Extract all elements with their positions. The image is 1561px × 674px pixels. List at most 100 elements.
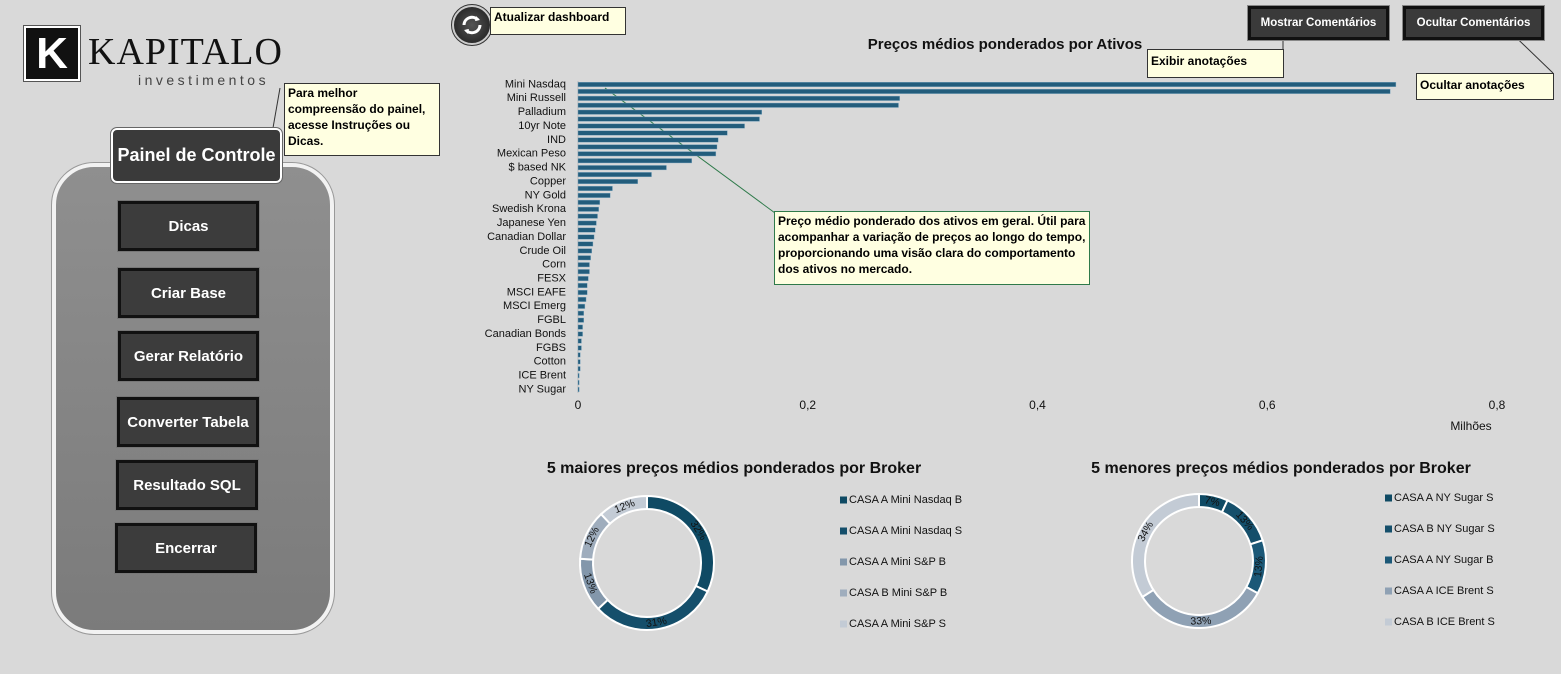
legend-swatch <box>840 620 847 628</box>
bar <box>577 123 745 129</box>
y-tick-label: NY Sugar <box>519 383 567 395</box>
y-tick-label: MSCI Emerg <box>503 300 566 312</box>
note: Ocultar anotações <box>1416 73 1554 100</box>
refresh-icon[interactable] <box>451 4 493 46</box>
bar <box>577 269 590 275</box>
bar <box>577 380 580 386</box>
refresh-heads <box>464 16 480 34</box>
y-tick-label: FESX <box>537 273 566 285</box>
panel-title: Painel de Controle <box>110 127 283 184</box>
bar <box>577 373 580 379</box>
legend-swatch <box>840 496 847 504</box>
bar <box>577 324 583 330</box>
bar <box>577 102 899 108</box>
legend-swatch <box>1385 494 1392 502</box>
note: Preço médio ponderado dos ativos em gera… <box>774 211 1090 285</box>
donut-slice <box>1131 492 1200 599</box>
legend-label: CASA B Mini S&P B <box>849 587 947 599</box>
bar <box>577 151 717 157</box>
note: Exibir anotações <box>1147 49 1284 78</box>
bar <box>577 262 590 268</box>
bar <box>577 276 589 282</box>
button[interactable]: Criar Base <box>117 267 260 319</box>
bar <box>577 310 584 316</box>
bar <box>577 109 763 115</box>
refresh-glyph <box>462 15 482 35</box>
bar <box>577 303 586 309</box>
chart-title: 5 maiores preços médios ponderados por B… <box>547 460 921 477</box>
bar <box>577 296 587 302</box>
bar <box>577 165 667 171</box>
legend-label: CASA A Mini Nasdaq B <box>849 494 962 506</box>
legend-swatch <box>840 527 847 535</box>
y-tick-label: MSCI EAFE <box>507 286 566 298</box>
x-tick-label: 0,6 <box>1259 398 1276 412</box>
bar <box>577 116 760 122</box>
y-tick-label: NY Gold <box>525 189 566 201</box>
button[interactable]: Resultado SQL <box>115 459 259 511</box>
legend-label: CASA A NY Sugar B <box>1394 554 1493 566</box>
y-tick-label: FGBL <box>537 314 566 326</box>
y-tick-label: Cotton <box>534 356 566 368</box>
bar <box>577 255 591 261</box>
data-label: 33% <box>1190 615 1211 628</box>
y-tick-label: FGBS <box>536 342 566 354</box>
bar <box>577 95 900 101</box>
button[interactable]: Converter Tabela <box>116 396 260 448</box>
bar <box>577 192 611 198</box>
y-tick-label: Canadian Dollar <box>487 231 566 243</box>
y-tick-label: Japanese Yen <box>497 217 566 229</box>
legend-label: CASA A NY Sugar S <box>1394 492 1493 504</box>
legend-label: CASA A Mini S&P B <box>849 556 946 568</box>
button[interactable]: Gerar Relatório <box>117 330 260 382</box>
legend-label: CASA A Mini S&P S <box>849 618 946 630</box>
bar <box>577 213 598 219</box>
y-tick-label: Palladium <box>518 106 566 118</box>
y-tick-label: Canadian Bonds <box>485 328 567 340</box>
bar <box>577 199 601 205</box>
bar <box>577 352 581 358</box>
bar <box>577 186 613 191</box>
legend-swatch <box>1385 587 1392 595</box>
x-axis-label: Milhões <box>1450 419 1491 433</box>
logo-mark: K <box>23 25 81 82</box>
bar <box>577 179 638 184</box>
x-tick-label: 0,8 <box>1489 398 1506 412</box>
button[interactable]: Ocultar Comentários <box>1402 5 1545 41</box>
data-label: 7% <box>1204 494 1221 509</box>
y-tick-label: Corn <box>542 259 566 271</box>
legend-label: CASA B ICE Brent S <box>1394 616 1495 628</box>
legend-swatch <box>1385 556 1392 564</box>
legend-label: CASA A Mini Nasdaq S <box>849 525 962 537</box>
bar <box>577 130 728 136</box>
bar <box>577 248 592 254</box>
bar <box>577 206 599 212</box>
button[interactable]: Mostrar Comentários <box>1247 5 1390 41</box>
x-tick-label: 0 <box>575 398 582 412</box>
bar <box>577 338 582 344</box>
bar <box>577 317 584 323</box>
bar <box>577 345 582 351</box>
logo-name: KAPITALO <box>88 31 283 73</box>
y-tick-label: Mexican Peso <box>497 148 566 160</box>
chart-title: Preços médios ponderados por Ativos <box>868 36 1143 53</box>
logo-tagline: investimentos <box>138 72 270 88</box>
bar <box>577 283 588 288</box>
donut-slice <box>646 494 715 593</box>
legend-swatch <box>1385 618 1392 626</box>
legend-swatch <box>1385 525 1392 533</box>
bar <box>577 387 580 392</box>
button[interactable]: Dicas <box>117 200 260 252</box>
chart-title: 5 menores preços médios ponderados por B… <box>1091 460 1471 477</box>
button[interactable]: Encerrar <box>114 522 258 574</box>
donut-slice <box>599 494 648 526</box>
bar <box>577 137 719 143</box>
bar <box>577 82 1397 87</box>
legend-label: CASA B NY Sugar S <box>1394 523 1495 535</box>
x-tick-label: 0,4 <box>1029 398 1046 412</box>
y-tick-label: Copper <box>530 175 566 187</box>
x-tick-label: 0,2 <box>799 398 816 412</box>
bar <box>577 290 588 295</box>
